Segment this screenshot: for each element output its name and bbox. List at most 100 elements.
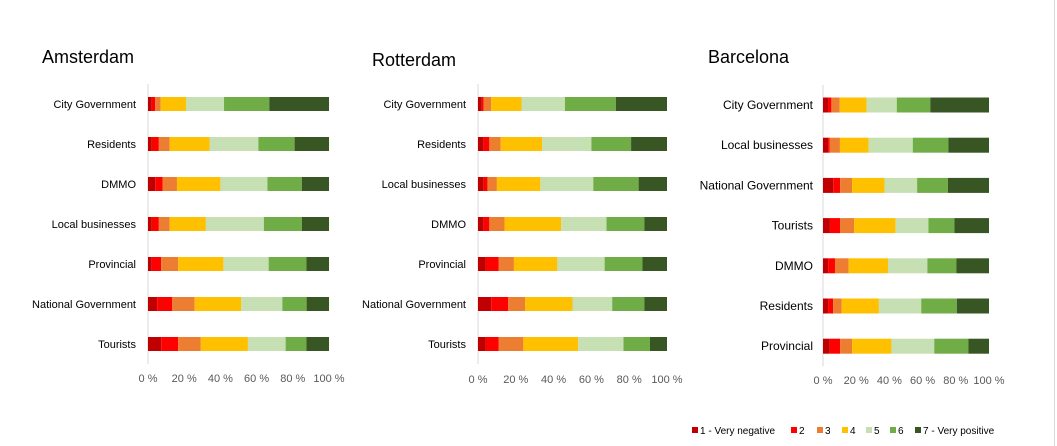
legend-swatch (890, 427, 896, 433)
bar-segment (498, 337, 524, 351)
category-label: Tourists (772, 219, 813, 233)
bar-segment (829, 338, 841, 354)
bar-segment (241, 297, 283, 311)
legend-label: 1 - Very negative (700, 426, 775, 437)
bar-segment (478, 137, 484, 151)
category-label: Residents (87, 139, 136, 151)
bar-segment (306, 337, 330, 351)
bar-segment (481, 97, 484, 111)
category-label: Tourists (98, 339, 136, 351)
legend-swatch (842, 427, 848, 433)
category-label: National Government (362, 299, 466, 311)
bar-segment (823, 137, 829, 153)
bar-segment (178, 257, 224, 271)
bar-segment (828, 97, 832, 113)
bar-segment (148, 337, 162, 351)
bar-segment (186, 97, 225, 111)
bar-segment (649, 337, 667, 351)
category-label: City Government (723, 98, 814, 112)
bar-segment (823, 298, 829, 314)
bar-segment (833, 177, 841, 193)
chart-amsterdam: Amsterdam City Government Residents DMMO Loc… (32, 47, 345, 385)
category-label: City Government (53, 99, 136, 111)
legend-label: 6 (898, 426, 904, 437)
bar-segment (155, 97, 161, 111)
bar-segment (840, 218, 855, 234)
category-label: Provincial (88, 259, 136, 271)
category-label: DMMO (775, 259, 813, 273)
bar-segment (521, 97, 565, 111)
bar-segment (829, 218, 841, 234)
x-tick-label: 20 % (844, 375, 869, 387)
x-tick-label: 20 % (172, 373, 197, 385)
bar-segment (478, 297, 492, 311)
legend-swatch (817, 427, 823, 433)
bar-segment (542, 137, 592, 151)
bar-segment (487, 177, 497, 191)
bar-segment (483, 97, 492, 111)
category-label: DMMO (431, 219, 466, 231)
bar-segment (840, 338, 853, 354)
bar-segment (151, 97, 156, 111)
bar-segment (833, 298, 842, 314)
x-tick-label: 40 % (541, 374, 566, 386)
bar-segment (561, 217, 607, 231)
bar-segment (828, 298, 834, 314)
bar-segment (301, 217, 329, 231)
bar-segment (928, 218, 955, 234)
chart-title: Rotterdam (372, 50, 456, 70)
bar-segment (593, 177, 639, 191)
bar-segment (157, 297, 173, 311)
x-tick-label: 60 % (244, 373, 269, 385)
bar-segment (194, 297, 242, 311)
bar-segment (954, 218, 989, 234)
bar-segment (948, 137, 989, 153)
bar-segment (956, 258, 989, 274)
legend-label: 4 (850, 426, 856, 437)
bar-segment (828, 258, 835, 274)
bar-segment (169, 217, 206, 231)
legend-label: 3 (825, 426, 831, 437)
bar-segment (483, 137, 490, 151)
bar-segment (848, 258, 889, 274)
category-label: Residents (760, 299, 813, 313)
bar-segment (282, 297, 307, 311)
bar-segment (158, 217, 170, 231)
chart-title: Barcelona (708, 47, 790, 67)
bar-segment (513, 257, 558, 271)
x-tick-label: 100 % (313, 373, 344, 385)
legend-swatch (915, 427, 921, 433)
bar-segment (148, 257, 152, 271)
bar-segment (148, 177, 156, 191)
x-tick-label: 0 % (139, 373, 158, 385)
x-tick-label: 20 % (503, 374, 528, 386)
bar-segment (268, 257, 307, 271)
bar-segment (485, 337, 499, 351)
x-tick-label: 80 % (617, 374, 642, 386)
bar-segment (947, 177, 989, 193)
bar-segment (172, 297, 195, 311)
legend: 1 - Very negative 2 3 4 5 6 7 - Very positive (692, 426, 995, 437)
bar-segment (578, 337, 624, 351)
x-tick-label: 0 % (469, 374, 488, 386)
bar-segment (834, 258, 849, 274)
bar-segment (930, 97, 989, 113)
x-tick-label: 40 % (877, 375, 902, 387)
bar-segment (878, 298, 922, 314)
category-label: Local businesses (721, 138, 813, 152)
bar-segment (160, 97, 187, 111)
bar-segment (504, 217, 562, 231)
bar-segment (148, 97, 152, 111)
category-label: Provincial (761, 339, 813, 353)
bar-segment (888, 258, 928, 274)
category-label: Tourists (428, 339, 466, 351)
bar-segment (968, 338, 989, 354)
bar-segment (823, 97, 829, 113)
bar-segment (491, 297, 509, 311)
bar-segment (606, 217, 645, 231)
bar-segment (200, 337, 248, 351)
chart-rotterdam: Rotterdam City Government Residents Local b… (362, 50, 683, 386)
bar-segment (839, 137, 869, 153)
bar-segment (823, 338, 830, 354)
bar-segment (485, 257, 499, 271)
